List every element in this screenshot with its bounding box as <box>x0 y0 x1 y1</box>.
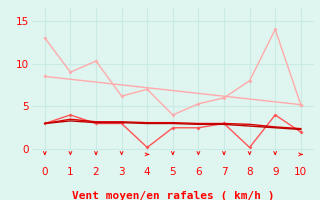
X-axis label: Vent moyen/en rafales ( km/h ): Vent moyen/en rafales ( km/h ) <box>72 191 274 200</box>
